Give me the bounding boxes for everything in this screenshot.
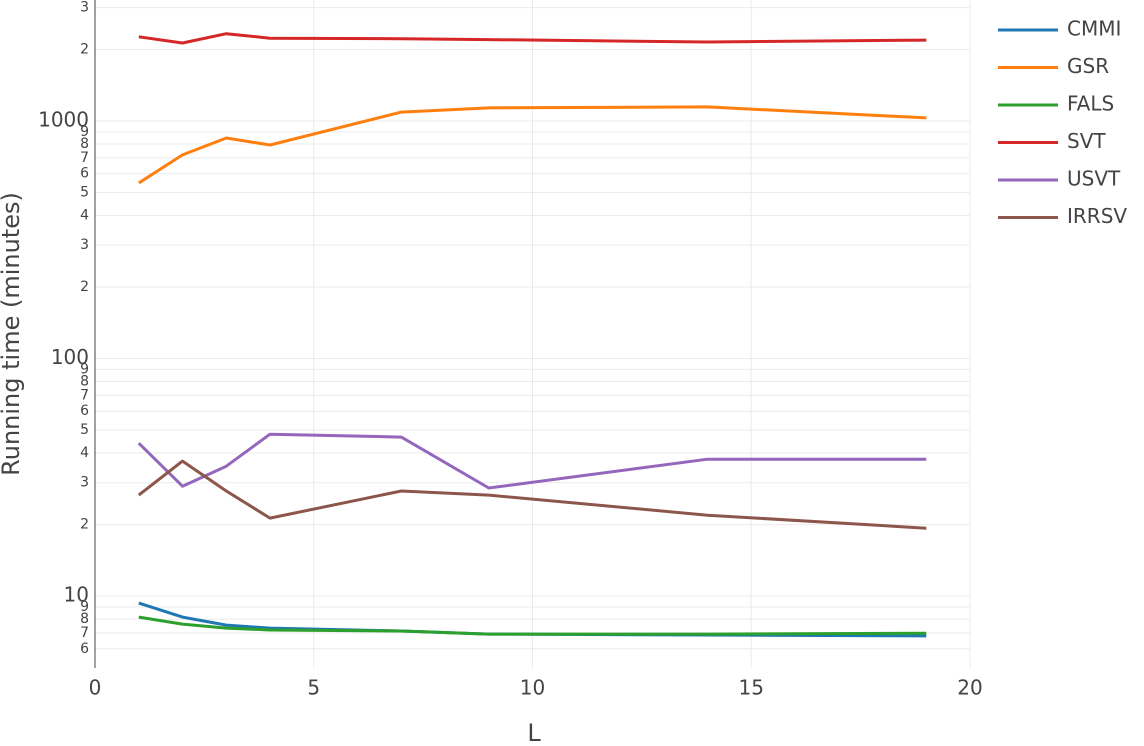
- y-tick-label: 100: [51, 345, 89, 369]
- series-line: [137, 459, 927, 530]
- series-line: [137, 432, 927, 490]
- legend-label: SVT: [1067, 129, 1106, 153]
- x-tick-label: 10: [520, 676, 545, 700]
- x-tick-label: 15: [739, 676, 764, 700]
- y-axis-label: Running time (minutes): [0, 192, 25, 476]
- series-line: [138, 32, 927, 45]
- y-tick-label: 3: [80, 237, 89, 253]
- legend-label: FALS: [1067, 92, 1114, 116]
- y-tick-label: 8: [80, 136, 89, 152]
- series-line: [137, 105, 927, 185]
- legend-label: USVT: [1067, 167, 1121, 191]
- y-tick-label: 9: [80, 361, 89, 377]
- y-tick-label: 9: [80, 124, 89, 140]
- y-tick-label: 1000: [38, 107, 89, 131]
- x-axis-label: L: [527, 719, 541, 746]
- y-tick-label: 7: [80, 150, 89, 166]
- y-tick-label: 6: [80, 166, 89, 182]
- y-tick-label: 8: [80, 374, 89, 390]
- series-line: [138, 615, 927, 636]
- y-tick-label: 3: [80, 475, 89, 491]
- y-tick-label: 9: [80, 599, 89, 615]
- y-tick-label: 7: [80, 387, 89, 403]
- y-tick-label: 6: [80, 641, 89, 657]
- y-tick-label: 4: [80, 445, 89, 461]
- x-tick-label: 5: [307, 676, 320, 700]
- legend-label: GSR: [1067, 54, 1109, 78]
- y-tick-label: 10: [64, 583, 89, 607]
- y-tick-label: 2: [80, 517, 89, 533]
- y-tick-label: 7: [80, 625, 89, 641]
- x-tick-label: 20: [957, 676, 982, 700]
- legend-label: IRRSV: [1067, 204, 1127, 228]
- y-tick-label: 2: [80, 41, 89, 57]
- y-tick-label: 5: [80, 422, 89, 438]
- y-tick-label: 8: [80, 611, 89, 627]
- y-tick-label: 3: [80, 0, 89, 16]
- y-tick-label: 5: [80, 184, 89, 200]
- y-tick-label: 2: [80, 279, 89, 295]
- y-tick-label: 6: [80, 403, 89, 419]
- legend-label: CMMI: [1067, 17, 1121, 41]
- y-tick-label: 4: [80, 207, 89, 223]
- x-tick-label: 0: [89, 676, 102, 700]
